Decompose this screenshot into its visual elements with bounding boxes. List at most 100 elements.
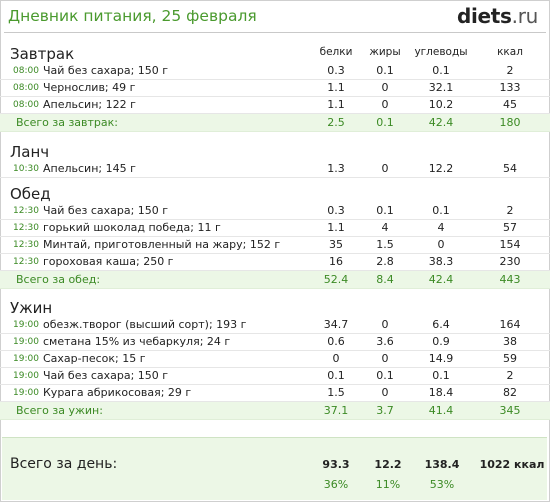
food-time: 10:30 [13, 164, 39, 174]
food-kcal: 230 [499, 255, 521, 268]
food-time: 19:00 [13, 354, 39, 364]
food-row: 19:00 Курага абрикосовая; 29 г 1.5 0 18.… [0, 385, 550, 402]
site-logo[interactable]: diets.ru [457, 4, 538, 28]
food-row: 08:00 Апельсин; 122 г 1.1 0 10.2 45 [0, 97, 550, 114]
food-fat: 2.8 [376, 255, 394, 268]
food-kcal: 2 [506, 64, 514, 77]
food-time: 19:00 [13, 337, 39, 347]
food-kcal: 82 [503, 386, 517, 399]
food-protein: 1.1 [327, 81, 345, 94]
day-protein-percent: 36% [323, 478, 349, 491]
food-fat: 0 [381, 318, 389, 331]
food-name[interactable]: Чай без сахара; 150 г [43, 369, 169, 382]
day-total-label: Всего за день: [10, 456, 118, 472]
food-name[interactable]: горький шоколад победа; 11 г [43, 221, 221, 234]
day-total-kcal: 1022 ккал [479, 458, 545, 471]
food-protein: 0.1 [327, 369, 345, 382]
food-carbs: 10.2 [428, 98, 454, 111]
meal-total-row: Всего за обед: 52.4 8.4 42.4 443 [0, 271, 550, 289]
food-time: 12:30 [13, 240, 39, 250]
food-row: 19:00 обезж.творог (высший сорт); 193 г … [0, 317, 550, 334]
food-protein: 16 [329, 255, 343, 268]
total-carbs: 42.4 [428, 116, 454, 129]
logo-tld: .ru [511, 4, 539, 28]
food-row: 19:00 сметана 15% из чебаркуля; 24 г 0.6… [0, 334, 550, 351]
meal-total-label: Всего за завтрак: [16, 116, 119, 129]
food-kcal: 2 [506, 204, 514, 217]
food-protein: 1.1 [327, 221, 345, 234]
food-fat: 4 [381, 221, 389, 234]
food-kcal: 164 [499, 318, 521, 331]
food-fat: 1.5 [376, 238, 394, 251]
meal-title: Обед [10, 185, 51, 203]
meal-total-label: Всего за ужин: [16, 404, 103, 417]
meal-section-breakfast: Завтрак белки жиры углеводы ккал 08:00 Ч… [0, 42, 550, 132]
food-name[interactable]: обезж.творог (высший сорт); 193 г [43, 318, 247, 331]
food-kcal: 38 [503, 335, 517, 348]
total-fat: 0.1 [376, 116, 394, 129]
food-protein: 34.7 [323, 318, 349, 331]
food-time: 19:00 [13, 320, 39, 330]
food-carbs: 38.3 [428, 255, 454, 268]
food-time: 12:30 [13, 257, 39, 267]
food-carbs: 18.4 [428, 386, 454, 399]
food-name[interactable]: сметана 15% из чебаркуля; 24 г [43, 335, 231, 348]
food-carbs: 6.4 [432, 318, 450, 331]
food-row: 12:30 гороховая каша; 250 г 16 2.8 38.3 … [0, 254, 550, 271]
food-time: 19:00 [13, 388, 39, 398]
food-fat: 0 [381, 81, 389, 94]
food-name[interactable]: Чай без сахара; 150 г [43, 204, 169, 217]
day-total-panel: Всего за день: 93.3 12.2 138.4 1022 ккал… [2, 437, 547, 500]
column-header-carbs: углеводы [414, 46, 468, 58]
total-carbs: 41.4 [428, 404, 454, 417]
food-row: 12:30 Минтай, приготовленный на жару; 15… [0, 237, 550, 254]
food-protein: 0.3 [327, 64, 345, 77]
food-time: 12:30 [13, 223, 39, 233]
total-fat: 3.7 [376, 404, 394, 417]
food-carbs: 0.1 [432, 369, 450, 382]
food-protein: 1.5 [327, 386, 345, 399]
food-fat: 3.6 [376, 335, 394, 348]
total-kcal: 345 [499, 404, 521, 417]
food-fat: 0.1 [376, 369, 394, 382]
food-name[interactable]: Чернослив; 49 г [43, 81, 136, 94]
food-carbs: 0.1 [432, 204, 450, 217]
food-protein: 0.6 [327, 335, 345, 348]
food-name[interactable]: Чай без сахара; 150 г [43, 64, 169, 77]
column-header-fat: жиры [369, 46, 401, 58]
food-kcal: 54 [503, 162, 517, 175]
food-carbs: 32.1 [428, 81, 454, 94]
food-row: 08:00 Чернослив; 49 г 1.1 0 32.1 133 [0, 80, 550, 97]
food-name[interactable]: гороховая каша; 250 г [43, 255, 174, 268]
total-protein: 52.4 [323, 273, 349, 286]
food-carbs: 12.2 [428, 162, 454, 175]
food-fat: 0.1 [376, 64, 394, 77]
meal-section-lunch: Ланч 10:30 Апельсин; 145 г 1.3 0 12.2 54 [0, 140, 550, 178]
food-protein: 0.3 [327, 204, 345, 217]
day-total-carbs: 138.4 [424, 458, 460, 471]
food-name[interactable]: Минтай, приготовленный на жару; 152 г [43, 238, 281, 251]
food-carbs: 0.1 [432, 64, 450, 77]
food-name[interactable]: Апельсин; 145 г [43, 162, 136, 175]
meal-title: Ланч [10, 143, 50, 161]
food-name[interactable]: Курага абрикосовая; 29 г [43, 386, 192, 399]
food-row: 12:30 Чай без сахара; 150 г 0.3 0.1 0.1 … [0, 203, 550, 220]
food-fat: 0.1 [376, 204, 394, 217]
column-header-kcal: ккал [497, 46, 523, 58]
logo-main: diets [456, 4, 512, 28]
food-name[interactable]: Апельсин; 122 г [43, 98, 136, 111]
food-time: 08:00 [13, 66, 39, 76]
food-kcal: 154 [499, 238, 521, 251]
food-kcal: 57 [503, 221, 517, 234]
food-row: 10:30 Апельсин; 145 г 1.3 0 12.2 54 [0, 161, 550, 178]
day-carbs-percent: 53% [429, 478, 455, 491]
food-time: 19:00 [13, 371, 39, 381]
food-time: 08:00 [13, 83, 39, 93]
food-kcal: 133 [499, 81, 521, 94]
food-row: 19:00 Чай без сахара; 150 г 0.1 0.1 0.1 … [0, 368, 550, 385]
total-fat: 8.4 [376, 273, 394, 286]
header-divider [4, 32, 546, 33]
meal-total-row: Всего за ужин: 37.1 3.7 41.4 345 [0, 402, 550, 420]
food-name[interactable]: Сахар-песок; 15 г [43, 352, 146, 365]
food-row: 19:00 Сахар-песок; 15 г 0 0 14.9 59 [0, 351, 550, 368]
